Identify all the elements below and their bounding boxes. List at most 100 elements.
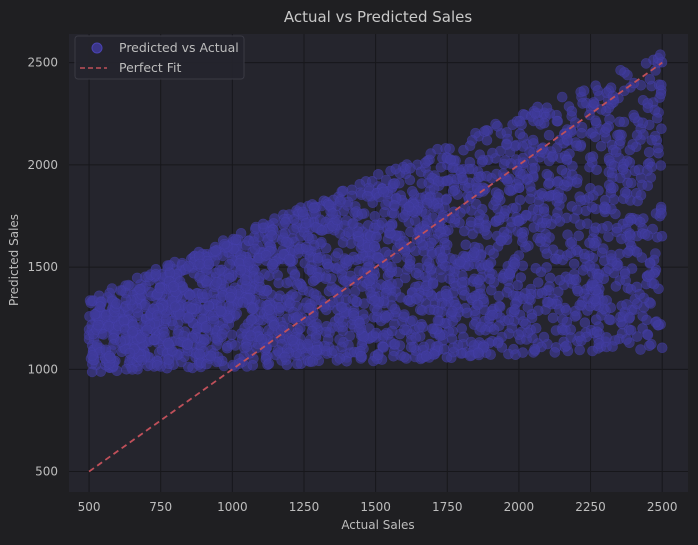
scatter-point [512,279,524,291]
scatter-point [547,151,558,163]
scatter-point [414,322,425,333]
legend-marker-scatter [91,42,103,54]
scatter-point [208,315,220,327]
scatter-point [94,301,106,313]
scatter-point [392,278,404,289]
scatter-point [353,236,364,247]
scatter-point [552,192,564,203]
scatter-point [447,315,459,327]
scatter-point [334,196,346,207]
scatter-point [216,328,228,340]
scatter-point [542,296,554,308]
scatter-point [376,217,388,229]
scatter-point [283,253,295,265]
scatter-point [588,226,600,237]
scatter-point [332,247,344,259]
scatter-point [598,255,610,267]
scatter-point [323,261,335,273]
scatter-point [211,276,223,288]
scatter-point [263,358,275,370]
scatter-point [648,278,660,290]
scatter-point [421,255,433,266]
scatter-point [264,304,276,316]
scatter-point [510,349,521,361]
scatter-point [544,232,555,243]
scatter-point [272,345,284,356]
scatter-point [225,291,236,303]
scatter-point [616,233,627,245]
scatter-point [458,331,469,343]
scatter-point [532,214,544,225]
scatter-point [378,186,389,198]
legend: Predicted vs Actual Perfect Fit [74,35,245,80]
scatter-point [224,258,235,270]
scatter-point [447,186,459,197]
scatter-point [543,129,555,141]
scatter-point [578,85,590,96]
scatter-point [586,277,598,289]
scatter-point [465,216,477,228]
scatter-point [183,260,194,272]
scatter-point [475,321,487,333]
scatter-point [184,289,195,301]
scatter-point [569,213,580,224]
scatter-point [643,340,655,352]
scatter-point [378,342,389,353]
scatter-point [556,91,568,103]
scatter-point [440,288,452,300]
scatter-point [361,191,373,202]
scatter-point [615,65,626,76]
x-tick-label: 1000 [217,500,248,514]
x-tick-label: 500 [78,500,101,514]
scatter-point [654,49,666,61]
scatter-point [644,258,656,269]
scatter-point [399,272,411,284]
scatter-point [481,170,493,182]
scatter-point [619,268,631,280]
scatter-point [405,163,416,174]
scatter-point [300,218,312,229]
scatter-point [562,176,574,187]
scatter-point [386,261,398,273]
scatter-point [601,332,612,343]
y-axis-label: Predicted Sales [7,214,21,306]
scatter-point [355,350,367,362]
scatter-point [260,250,272,261]
scatter-point [86,366,98,378]
scatter-point [186,302,197,314]
scatter-point [591,164,603,176]
scatter-point [496,235,507,247]
scatter-point [422,225,434,237]
scatter-point [627,139,639,150]
scatter-point [642,165,653,176]
scatter-point [427,212,439,223]
scatter-point [509,258,521,270]
scatter-point [364,275,375,287]
scatter-point [245,330,257,342]
scatter-point [292,311,304,323]
scatter-point [526,312,538,324]
scatter-point [643,146,655,158]
scatter-point [210,245,221,257]
scatter-point [386,300,398,311]
scatter-point [239,322,250,334]
scatter-point [303,264,315,275]
scatter-point [337,316,349,327]
scatter-point [404,255,416,266]
scatter-point [89,308,101,320]
scatter-point [334,334,345,345]
x-tick-label: 2250 [575,500,606,514]
scatter-point [446,333,458,345]
scatter-point [337,237,349,248]
scatter-point [650,316,661,328]
scatter-point [448,342,459,353]
scatter-point [656,123,667,134]
scatter-point [328,345,340,357]
scatter-point [152,310,163,321]
scatter-point [421,198,433,209]
scatter-point [390,163,402,175]
scatter-point [590,314,602,326]
scatter-point [584,260,596,271]
scatter-point [587,190,599,201]
